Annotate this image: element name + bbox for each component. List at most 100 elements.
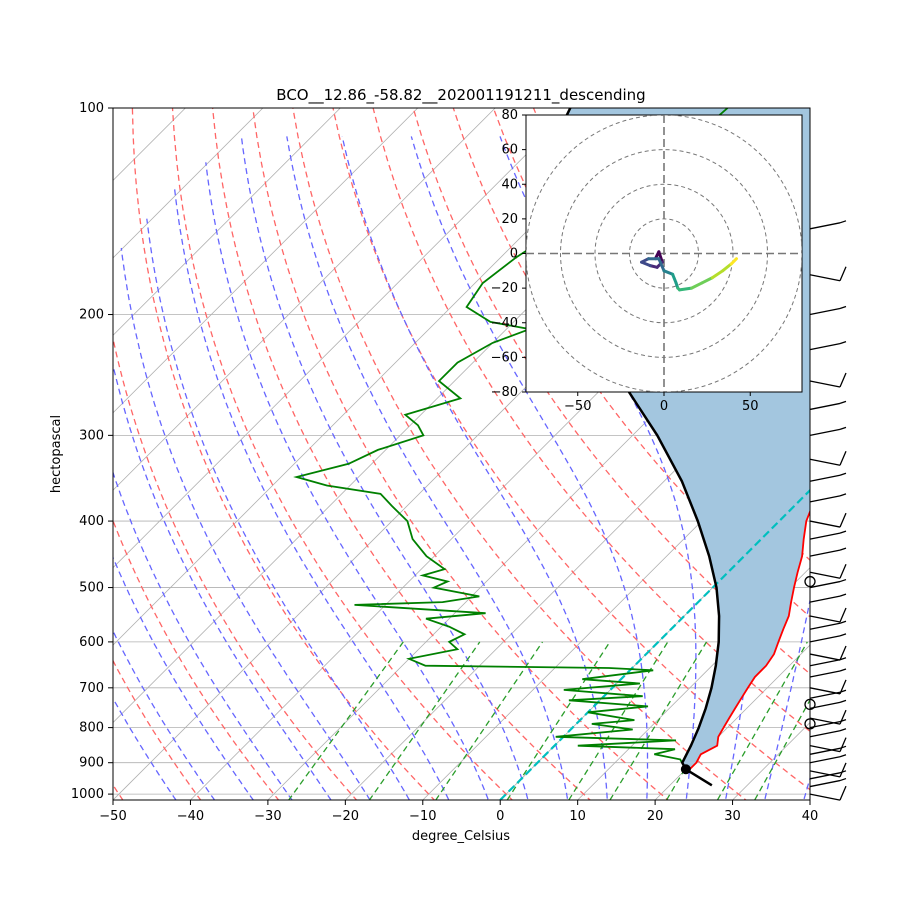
hodograph-y-tick-label: −60 bbox=[491, 350, 518, 365]
wind-barb bbox=[809, 777, 847, 788]
wind-barb bbox=[809, 709, 847, 725]
wind-barb-flag bbox=[839, 679, 847, 695]
moist-adiabat bbox=[113, 362, 332, 800]
y-tick-label: 1000 bbox=[71, 787, 104, 802]
wind-barb-shaft bbox=[809, 520, 841, 528]
wind-barb-shaft bbox=[809, 745, 841, 753]
wind-barb-shaft bbox=[809, 772, 841, 780]
x-tick-label: −30 bbox=[254, 809, 281, 824]
wind-barb bbox=[809, 593, 847, 603]
wind-barb-shaft bbox=[809, 380, 841, 388]
wind-barb bbox=[809, 341, 847, 351]
wind-barb bbox=[809, 512, 847, 528]
wind-barb-shaft bbox=[809, 342, 841, 351]
wind-barb-flag bbox=[839, 450, 847, 466]
hodograph-segment bbox=[671, 272, 678, 285]
wind-barb-shaft bbox=[809, 701, 841, 710]
wind-barb-flag bbox=[839, 564, 847, 579]
mixing-ratio-line bbox=[435, 641, 544, 800]
dry-adiabat bbox=[113, 783, 124, 800]
wind-barb-shaft bbox=[809, 770, 841, 778]
surface-wind-stub bbox=[685, 768, 713, 787]
wind-barb bbox=[809, 578, 847, 589]
hodograph-segment bbox=[710, 269, 725, 280]
x-tick-label: −40 bbox=[177, 809, 204, 824]
hodograph-segment bbox=[657, 250, 664, 264]
grid-isotherm bbox=[113, 108, 419, 414]
wind-barb-flag bbox=[839, 668, 847, 672]
wind-barbs bbox=[804, 220, 847, 801]
wind-barb-flag bbox=[839, 426, 847, 430]
grid-isotherm bbox=[577, 567, 810, 800]
wind-barb bbox=[809, 679, 847, 695]
x-axis-ticks: −50 −40 −30 −20 −10 0 10 20 30 40 bbox=[99, 800, 818, 824]
grid-isotherm bbox=[113, 108, 496, 491]
dry-adiabat bbox=[113, 519, 280, 800]
chart-title: BCO__12.86_-58.82__202001191211_descendi… bbox=[276, 86, 645, 105]
wind-barb bbox=[809, 607, 847, 623]
wind-barb-shaft bbox=[809, 670, 841, 678]
y-tick-label: 800 bbox=[79, 721, 104, 736]
grid-isotherm bbox=[654, 644, 810, 800]
wind-barb bbox=[809, 547, 847, 557]
wind-barb-flag bbox=[839, 578, 847, 583]
wind-barb-flag bbox=[839, 785, 847, 801]
moist-adiabat bbox=[173, 186, 450, 800]
wind-barb-shaft bbox=[809, 615, 841, 623]
wind-barb-flag bbox=[839, 341, 847, 345]
grid-isotherm bbox=[113, 108, 264, 259]
wind-barb bbox=[809, 530, 847, 540]
dry-adiabat bbox=[171, 108, 514, 800]
wind-barb bbox=[809, 426, 847, 436]
plot-frame bbox=[112, 107, 811, 801]
wind-barb-flag bbox=[839, 709, 847, 725]
moist-adiabat bbox=[341, 136, 608, 800]
moist-adiabat bbox=[205, 162, 490, 800]
wind-barb-flag bbox=[839, 699, 847, 703]
hodograph-inset: −50 0 50 −80 −60 −40 −20 0 20 40 60 80 bbox=[491, 108, 803, 414]
grid-isotherm bbox=[0, 108, 31, 800]
wind-barb-shaft bbox=[809, 793, 841, 801]
wind-barb bbox=[809, 633, 847, 643]
wind-barb-shaft bbox=[809, 428, 841, 436]
wind-barb-flag bbox=[839, 728, 847, 732]
mixing-ratio-line bbox=[368, 641, 481, 800]
wind-barb-flag bbox=[839, 633, 847, 637]
y-tick-label: 700 bbox=[79, 681, 104, 696]
wind-barb-flag bbox=[839, 472, 847, 476]
wind-barb-flag bbox=[839, 493, 847, 497]
wind-barb-shaft bbox=[809, 274, 841, 282]
wind-barb-shaft bbox=[809, 458, 841, 466]
wind-barb bbox=[809, 737, 847, 753]
hodograph-y-tick-label: −80 bbox=[491, 385, 518, 400]
dewpoint-line bbox=[293, 108, 729, 770]
y-axis-label: hectopascal bbox=[49, 415, 64, 493]
wind-barb-shaft bbox=[809, 532, 841, 540]
wind-barb-shaft bbox=[809, 622, 841, 630]
wind-barb bbox=[809, 305, 847, 316]
moist-adiabat bbox=[113, 470, 293, 800]
y-tick-label: 900 bbox=[79, 756, 104, 771]
wind-barb-flag bbox=[839, 607, 847, 623]
moist-adiabat bbox=[113, 629, 216, 800]
hodograph-y-tick-label: −20 bbox=[491, 281, 518, 296]
x-tick-label: 20 bbox=[647, 809, 664, 824]
wind-barb-flag bbox=[839, 620, 847, 624]
wind-barb-shaft bbox=[809, 222, 841, 230]
wind-barb bbox=[809, 266, 847, 282]
hodograph-segment bbox=[678, 286, 694, 292]
hodograph-segment bbox=[662, 269, 675, 276]
wind-barb-shaft bbox=[809, 474, 841, 482]
x-tick-label: 0 bbox=[496, 809, 504, 824]
wind-barb bbox=[809, 564, 847, 579]
wind-barb-flag bbox=[839, 400, 847, 405]
wind-barb bbox=[809, 220, 847, 230]
dry-adiabat bbox=[252, 108, 670, 800]
y-tick-label: 300 bbox=[79, 428, 104, 443]
mixing-ratio-line bbox=[716, 641, 808, 800]
hodograph-x-tick-label: 50 bbox=[742, 399, 759, 414]
wind-barb-shaft bbox=[809, 756, 841, 764]
wind-barb bbox=[809, 728, 847, 738]
hodograph-y-tick-label: −40 bbox=[491, 316, 518, 331]
